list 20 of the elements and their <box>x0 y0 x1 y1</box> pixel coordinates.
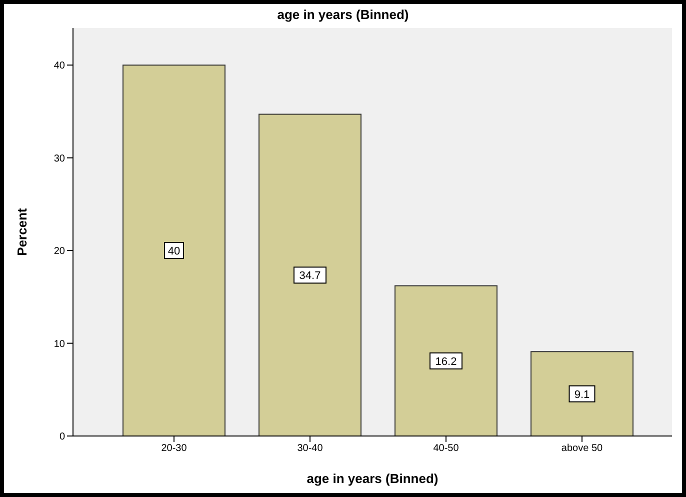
x-tick-label: 30-40 <box>297 443 324 454</box>
y-tick-label: 20 <box>54 246 66 258</box>
data-label: 16.2 <box>435 356 457 368</box>
y-tick-label: 0 <box>59 432 66 443</box>
y-tick-label: 10 <box>54 338 66 350</box>
x-tick-label: 40-50 <box>433 443 460 454</box>
bar <box>394 285 498 436</box>
y-tick-label: 40 <box>54 60 66 72</box>
x-tick-label: above 50 <box>561 443 604 454</box>
y-axis-title: Percent <box>14 207 30 256</box>
x-tick-label: 20-30 <box>161 443 188 454</box>
bar <box>530 351 634 436</box>
y-tick-label: 30 <box>54 153 66 164</box>
data-label: 34.7 <box>299 270 321 282</box>
data-label: 9.1 <box>574 388 590 401</box>
bar <box>258 114 362 436</box>
data-label: 40 <box>168 246 180 258</box>
chart-title: age in years (Binned) <box>276 7 410 22</box>
bar <box>122 64 226 436</box>
x-axis-title: age in years (Binned) <box>306 471 438 486</box>
